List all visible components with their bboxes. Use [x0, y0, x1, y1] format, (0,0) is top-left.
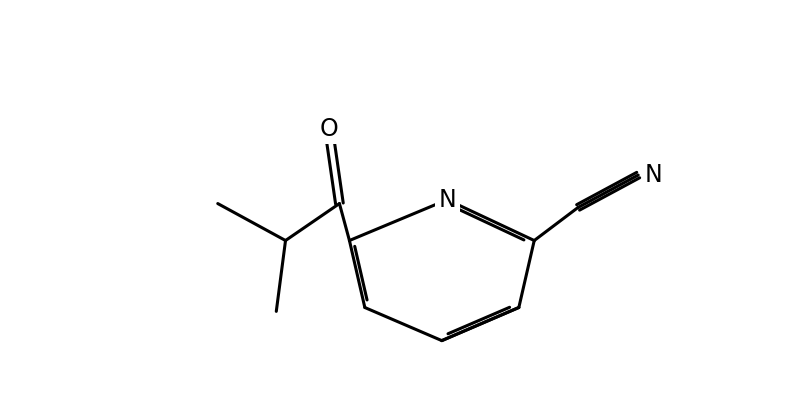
Text: N: N — [645, 163, 662, 187]
Text: N: N — [438, 188, 456, 212]
Text: O: O — [319, 117, 338, 141]
